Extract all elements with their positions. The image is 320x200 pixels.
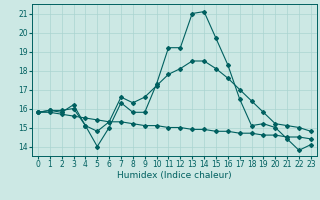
X-axis label: Humidex (Indice chaleur): Humidex (Indice chaleur) [117,171,232,180]
